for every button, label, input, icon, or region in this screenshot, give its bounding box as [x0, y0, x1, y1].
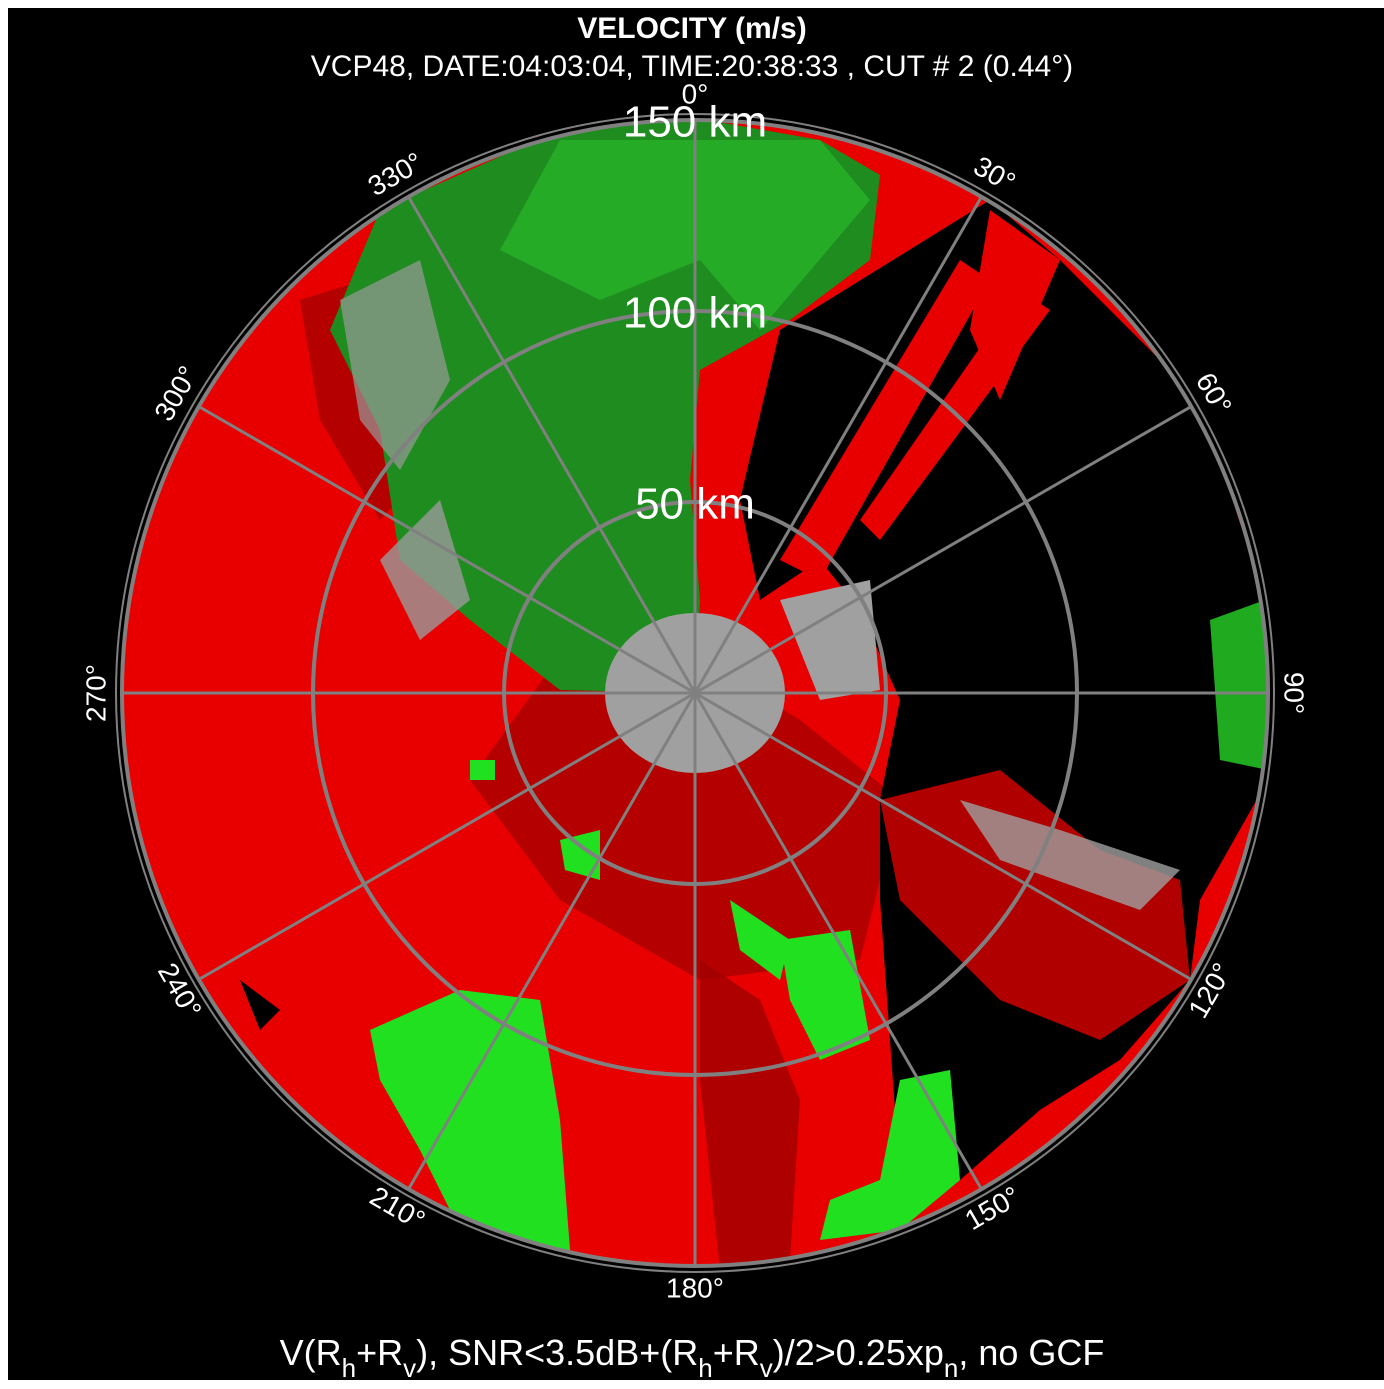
range-label: 50 km	[635, 480, 755, 529]
azimuth-label: 90°	[1279, 672, 1310, 714]
range-ring	[311, 309, 1079, 1077]
caption-text: )/2>0.25xp	[773, 1332, 944, 1373]
polar-grid	[115, 113, 1275, 1273]
spoke	[694, 405, 1192, 695]
caption-text: ), SNR<3.5dB+(R	[416, 1332, 698, 1373]
caption-subscript: v	[760, 1353, 773, 1383]
azimuth-label: 180°	[666, 1272, 724, 1303]
outer-border	[115, 113, 1275, 1273]
spoke	[407, 196, 697, 694]
caption-text: V(R	[280, 1332, 342, 1373]
spoke	[407, 692, 697, 1190]
range-ring	[502, 500, 888, 886]
spoke	[198, 691, 696, 981]
caption-text: +R	[356, 1332, 403, 1373]
azimuth-label: 270°	[80, 664, 111, 722]
spoke	[693, 692, 983, 1190]
caption-subscript: h	[342, 1353, 356, 1383]
range-label: 150 km	[623, 98, 767, 147]
title: VELOCITY (m/s)	[577, 12, 806, 45]
caption-subscript: h	[698, 1353, 712, 1383]
caption-text: , no GCF	[958, 1332, 1104, 1373]
caption-text: +R	[713, 1332, 760, 1373]
caption: V(Rh+Rv), SNR<3.5dB+(Rh+Rv)/2>0.25xpn, n…	[280, 1332, 1105, 1383]
caption-subscript: v	[403, 1353, 416, 1383]
spoke	[694, 691, 1192, 981]
range-label: 100 km	[623, 289, 767, 338]
subtitle: VCP48, DATE:04:03:04, TIME:20:38:33 , CU…	[311, 50, 1073, 83]
range-ring	[120, 118, 1270, 1268]
spoke	[693, 196, 983, 694]
spoke	[198, 405, 696, 695]
caption-subscript: n	[944, 1353, 958, 1383]
azimuth-label: 0°	[682, 78, 709, 109]
